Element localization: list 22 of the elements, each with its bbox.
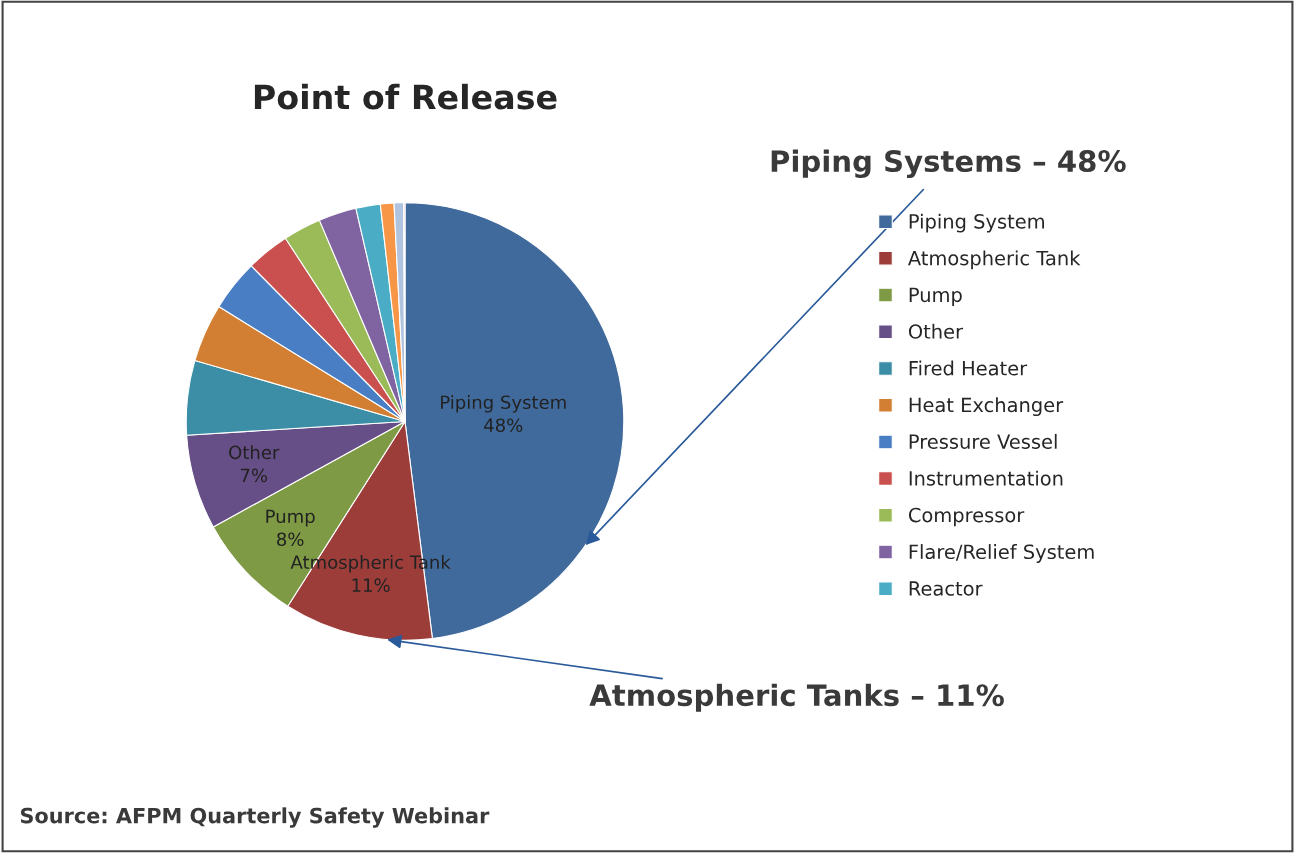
source-note: Source: AFPM Quarterly Safety Webinar [20,807,490,828]
chart-title: Point of Release [254,83,557,110]
legend-label: Other [908,323,964,339]
text: Atmospheric Tanks – 11% [589,683,1004,712]
legend-label: Heat Exchanger [909,397,1064,417]
data-label: 11% [352,578,390,592]
legend-label: Piping System [909,213,1044,233]
legend-label: Flare/Relief System [909,544,1094,563]
slice-label: Piping System [441,395,566,413]
data-label: 7% [240,468,268,483]
slice-label: Pump [266,509,315,527]
legend-label: Reactor [909,581,983,596]
slice-label: Other [229,445,280,460]
legend-label: Fired Heater [909,360,1028,376]
text: Piping Systems – 48% [771,149,1126,178]
legend-label: Compressor [908,507,1025,527]
data-label: 48% [484,418,523,433]
legend-label: Pressure Vessel [909,433,1057,449]
legend-label: Atmospheric Tank [907,250,1081,270]
legend-label: Instrumentation [909,470,1063,486]
data-label: 8% [277,532,304,547]
legend-label: Pump [909,287,962,306]
